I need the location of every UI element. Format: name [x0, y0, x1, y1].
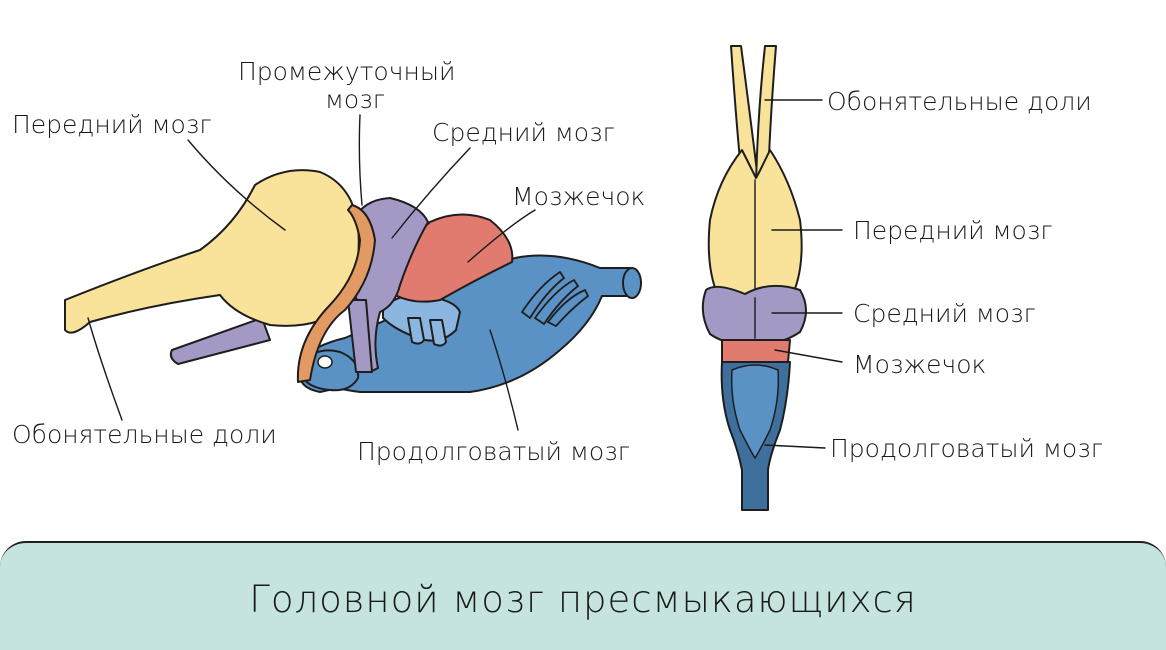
side-medulla-hole [317, 355, 333, 369]
side-nerve-rod [169, 317, 271, 365]
side-view [64, 169, 642, 393]
label-top-forebrain: Передний мозг [853, 216, 1053, 245]
label-side-diencephalon-1: Промежуточный [238, 57, 455, 86]
top-medulla-inner [730, 364, 780, 460]
label-side-forebrain: Передний мозг [12, 110, 212, 139]
label-top-cerebellum: Мозжечок [853, 350, 986, 379]
label-side-midbrain: Средний мозг [432, 118, 615, 147]
side-diencephalon [296, 204, 376, 383]
side-nerve-stubs-right [520, 270, 590, 328]
label-side-medulla: Продолговатый мозг [357, 437, 630, 466]
side-nerve-stubs-bottom [407, 317, 447, 347]
side-forebrain [64, 169, 360, 334]
top-view [701, 45, 807, 511]
label-top-medulla: Продолговатый мозг [830, 434, 1103, 463]
label-top-olfactory: Обонятельные доли [827, 87, 1092, 116]
leader-lines [87, 99, 843, 449]
label-side-diencephalon-2: мозг [325, 85, 385, 114]
label-side-cerebellum: Мозжечок [512, 182, 645, 211]
reptile-brain-diagram: Передний мозг Промежуточный мозг Средний… [12, 45, 1103, 511]
label-top-midbrain: Средний мозг [853, 299, 1036, 328]
label-side-olfactory: Обонятельные доли [12, 420, 277, 449]
side-midbrain-leg [347, 299, 373, 373]
footer-title: Головной мозг пресмыкающихся [249, 578, 917, 621]
footer-banner: Головной мозг пресмыкающихся [0, 541, 1166, 650]
side-medulla-end [622, 267, 642, 299]
labels: Передний мозг Промежуточный мозг Средний… [12, 57, 1103, 466]
side-medulla-lobe [301, 349, 360, 392]
